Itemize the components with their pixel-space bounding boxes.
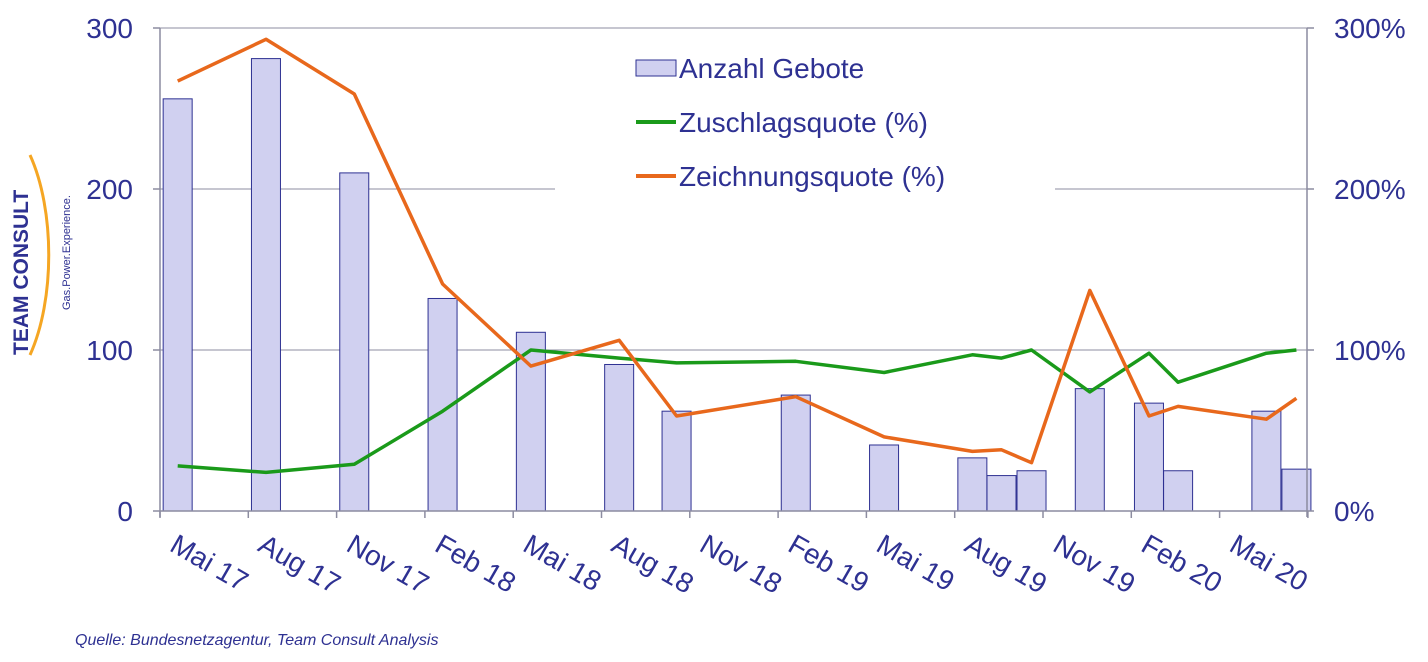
y-tick-right-0%: 0%	[1334, 496, 1374, 527]
logo-tagline: Gas.Power.Experience.	[61, 195, 73, 310]
legend: Anzahl Gebote Zuschlagsquote (%) Zeichnu…	[555, 45, 1055, 205]
bar-14	[1163, 470, 1194, 512]
x-tick-Mai 17: Mai 17	[165, 528, 253, 597]
y-tick-right-200%: 200%	[1334, 174, 1406, 205]
y-tick-left-200: 200	[86, 174, 133, 205]
legend-label-zeichnungsquote: Zeichnungsquote (%)	[679, 161, 945, 192]
axes	[153, 27, 1314, 518]
legend-label-zuschlagsquote: Zuschlagsquote (%)	[679, 107, 928, 138]
bar-7	[780, 394, 811, 512]
bar-10	[986, 475, 1017, 512]
bar-1	[250, 58, 281, 512]
x-tick-Nov 18: Nov 18	[695, 528, 787, 599]
bar-9	[957, 457, 988, 512]
x-tick-Nov 19: Nov 19	[1048, 528, 1140, 599]
bar-15	[1251, 410, 1282, 512]
bar-series-anzahl-gebote	[162, 58, 1312, 512]
bar-0	[162, 98, 193, 512]
y-tick-right-100%: 100%	[1334, 335, 1406, 366]
x-tick-Feb 20: Feb 20	[1136, 528, 1227, 598]
line-zuschlagsquote	[177, 348, 1297, 475]
y-tick-left-100: 100	[86, 335, 133, 366]
source-note: Quelle: Bundesnetzagentur, Team Consult …	[75, 632, 439, 649]
line-series	[176, 37, 1298, 475]
bar-12	[1074, 388, 1105, 512]
bar-11	[1016, 470, 1047, 512]
team-consult-logo: TEAM CONSULT Gas.Power.Experience.	[10, 154, 73, 356]
x-tick-Mai 20: Mai 20	[1225, 528, 1313, 597]
x-tick-Feb 18: Feb 18	[430, 528, 521, 598]
line-zeichnungsquote	[176, 37, 1298, 465]
y-tick-right-300%: 300%	[1334, 13, 1406, 44]
x-tick-Nov 17: Nov 17	[342, 528, 434, 599]
x-tick-Aug 18: Aug 18	[607, 528, 699, 599]
y-tick-left-300: 300	[86, 13, 133, 44]
logo-arc-icon	[28, 154, 51, 356]
y-tick-left-0: 0	[117, 496, 133, 527]
bar-6	[661, 410, 692, 512]
x-tick-Feb 19: Feb 19	[783, 528, 874, 598]
bar-8	[869, 444, 900, 512]
bar-13	[1133, 402, 1164, 512]
bar-5	[604, 363, 635, 512]
bar-2	[339, 172, 370, 512]
x-tick-Mai 18: Mai 18	[518, 528, 606, 597]
legend-label-anzahl-gebote: Anzahl Gebote	[679, 53, 864, 84]
y-tick-labels: 0 100 200 300 0% 100% 200% 300%	[86, 13, 1405, 527]
bar-16	[1281, 468, 1312, 512]
logo-name: TEAM CONSULT	[10, 190, 33, 355]
x-tick-Aug 17: Aug 17	[253, 528, 345, 599]
x-tick-Aug 19: Aug 19	[960, 528, 1052, 599]
legend-swatch-anzahl-gebote	[635, 59, 677, 77]
x-tick-Mai 19: Mai 19	[872, 528, 960, 597]
